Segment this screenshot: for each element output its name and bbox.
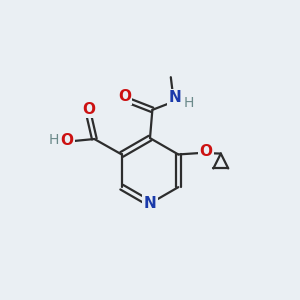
- Text: O: O: [82, 102, 95, 117]
- Text: H: H: [48, 133, 59, 147]
- Text: O: O: [61, 133, 74, 148]
- Text: H: H: [184, 96, 194, 110]
- Text: N: N: [144, 196, 156, 211]
- Text: O: O: [118, 89, 131, 104]
- Text: O: O: [200, 144, 212, 159]
- Text: N: N: [169, 91, 182, 106]
